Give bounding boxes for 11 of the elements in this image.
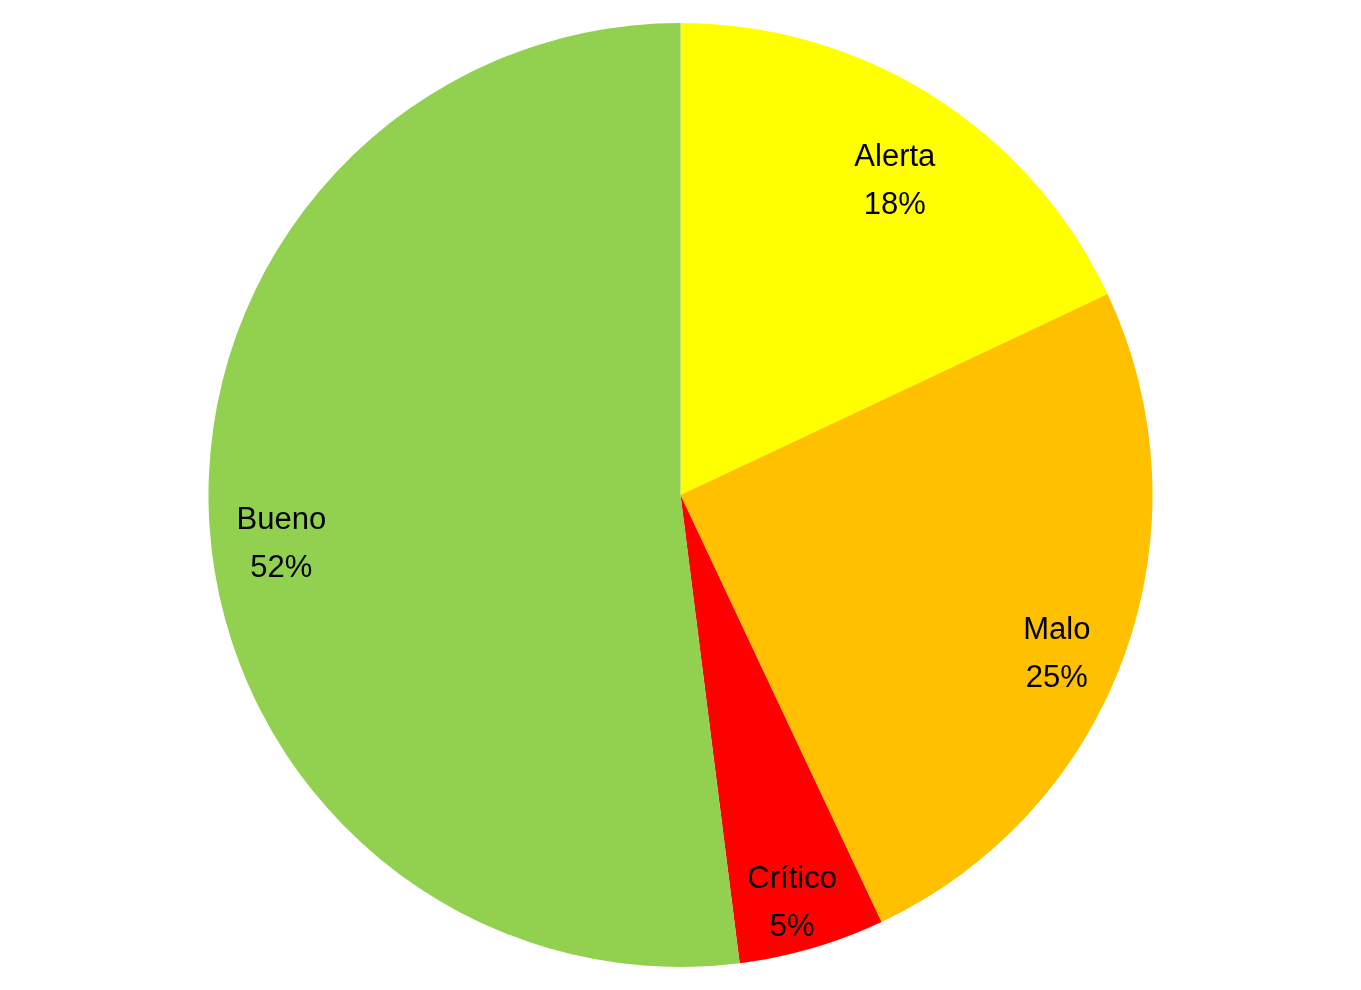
- pie-slice: [680, 23, 1108, 495]
- data-label: 25%: [1025, 659, 1088, 695]
- data-label: 52%: [250, 549, 313, 585]
- slice-label: Malo: [1023, 611, 1091, 647]
- pie-slice: [680, 495, 882, 964]
- data-label: 18%: [863, 186, 926, 222]
- slice-label: Crítico: [747, 860, 837, 896]
- pie-slice: [209, 23, 740, 967]
- slice-label: Alerta: [854, 138, 937, 174]
- data-label: 5%: [769, 908, 815, 944]
- slice-label: Bueno: [236, 501, 327, 537]
